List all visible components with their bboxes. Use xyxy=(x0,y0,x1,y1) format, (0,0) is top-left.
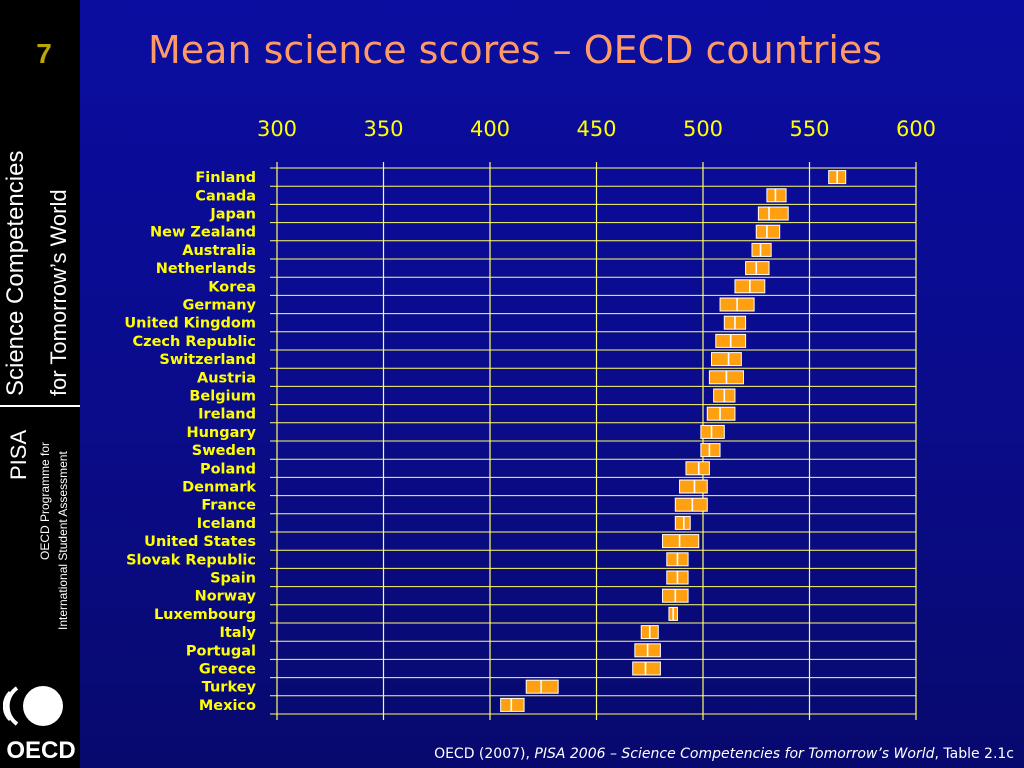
country-label: Australia xyxy=(182,243,256,259)
country-label: Japan xyxy=(209,207,256,223)
country-label: Slovak Republic xyxy=(126,552,256,568)
country-label: France xyxy=(201,498,256,514)
x-tick-label: 350 xyxy=(363,117,403,141)
score-range-box xyxy=(755,224,781,239)
country-labels: Finland Canada Japan New Zealand Australia Ne… xyxy=(124,170,256,714)
x-tick-label: 550 xyxy=(789,117,829,141)
country-label: Italy xyxy=(219,625,256,641)
source-citation: OECD (2007), PISA 2006 – Science Compete… xyxy=(434,746,1014,762)
oecd-logo-disc-icon xyxy=(23,686,63,726)
score-range-box xyxy=(757,206,789,221)
country-label: Korea xyxy=(208,279,256,295)
x-axis-ticks: 300 350 400 450 500 550 600 xyxy=(257,117,936,141)
country-label: Turkey xyxy=(202,680,257,696)
score-range-box xyxy=(706,406,736,421)
country-label: Switzerland xyxy=(159,352,256,368)
x-tick-label: 300 xyxy=(257,117,297,141)
country-label: Czech Republic xyxy=(133,334,257,350)
score-range-box xyxy=(500,697,525,712)
country-label: Canada xyxy=(195,188,256,204)
country-label: Belgium xyxy=(189,389,256,405)
slide-number: 7 xyxy=(36,38,52,69)
country-label: Poland xyxy=(200,461,256,477)
country-label: Greece xyxy=(199,662,256,678)
sidebar-divider xyxy=(0,405,80,407)
country-label: Norway xyxy=(195,589,257,605)
country-label: Ireland xyxy=(198,407,256,423)
oecd-logo-arc-icon xyxy=(5,686,19,726)
country-label: Finland xyxy=(195,170,256,186)
country-label: Denmark xyxy=(182,480,256,496)
x-tick-label: 450 xyxy=(576,117,616,141)
country-label: Germany xyxy=(182,298,256,314)
country-label: United Kingdom xyxy=(124,316,256,332)
x-tick-label: 500 xyxy=(683,117,723,141)
source-title: PISA 2006 – Science Competencies for Tom… xyxy=(534,746,935,762)
score-range-box xyxy=(679,479,708,494)
chart-grid xyxy=(270,162,917,720)
score-range-box xyxy=(711,352,742,367)
score-range-box xyxy=(700,424,725,439)
score-range-box xyxy=(674,497,708,512)
country-label: United States xyxy=(144,534,256,550)
country-label: Spain xyxy=(210,571,256,587)
country-label: Hungary xyxy=(186,425,256,441)
score-range-box xyxy=(745,261,770,276)
oecd-logo-arc-outer-icon xyxy=(3,690,12,722)
country-label: New Zealand xyxy=(150,225,256,241)
country-label: Portugal xyxy=(186,643,256,659)
score-range-box xyxy=(674,515,691,530)
score-range-box xyxy=(700,443,721,458)
sidebar: 7 Science Competencies for Tomorrow’s Wo… xyxy=(0,0,80,768)
score-range-box xyxy=(685,461,710,476)
source-suffix: , Table 2.1c xyxy=(934,746,1014,762)
oecd-logo-text: OECD xyxy=(6,737,75,764)
country-label: Luxembourg xyxy=(154,607,256,623)
country-label: Netherlands xyxy=(156,261,256,277)
country-label: Iceland xyxy=(197,516,256,532)
score-boxes xyxy=(500,170,847,712)
slide-title: Mean science scores – OECD countries xyxy=(148,28,883,72)
country-label: Austria xyxy=(197,370,256,386)
source-prefix: OECD (2007), xyxy=(434,746,535,762)
score-range-box xyxy=(751,242,772,257)
country-label: Mexico xyxy=(199,698,256,714)
x-tick-label: 600 xyxy=(896,117,936,141)
score-range-box xyxy=(662,534,700,549)
score-range-box xyxy=(632,661,661,676)
oecd-logo: OECD xyxy=(3,686,76,764)
score-range-box xyxy=(525,679,559,694)
x-tick-label: 400 xyxy=(470,117,510,141)
score-range-box xyxy=(766,188,787,203)
country-label: Sweden xyxy=(192,443,256,459)
